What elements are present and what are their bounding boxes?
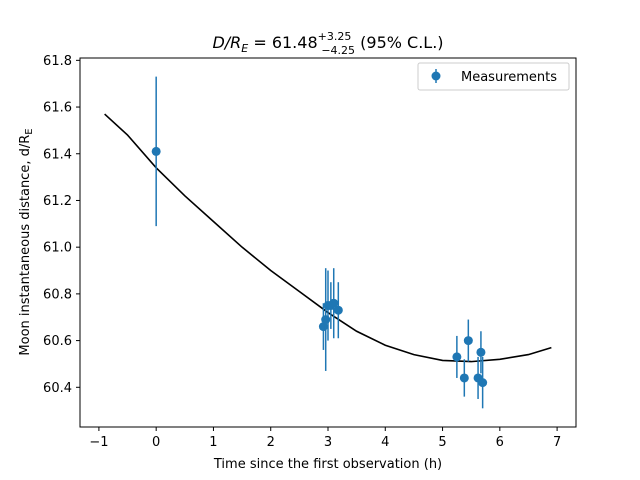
x-axis-label: Time since the first observation (h)	[213, 457, 442, 472]
measurement-point-7	[452, 335, 462, 378]
measurement-point-8	[459, 359, 469, 397]
measurement-point-2	[321, 268, 331, 371]
y-tick-label: 61.0	[43, 241, 72, 256]
plot-area	[79, 57, 577, 428]
y-tick-label: 60.6	[43, 334, 72, 349]
measurement-point-9	[463, 319, 473, 362]
y-tick-label: 61.4	[43, 147, 72, 162]
y-tick-label: 61.6	[43, 101, 72, 116]
x-tick-label: 2	[267, 435, 275, 450]
data-marker	[463, 336, 473, 346]
measurement-point-12	[478, 356, 488, 409]
legend-entry-measurements: Measurements	[461, 70, 557, 85]
x-tick-label: 4	[381, 435, 389, 450]
x-tick-label: 0	[152, 435, 160, 450]
data-marker	[151, 146, 161, 156]
y-axis: 60.4 60.6 60.8 61.0 61.2 61.4 61.6 61.8	[43, 54, 80, 396]
axes-frame	[79, 57, 577, 428]
x-tick-label: 6	[496, 435, 504, 450]
measurement-point-6	[333, 282, 343, 339]
measurement-point-5	[329, 268, 339, 339]
data-marker	[321, 315, 331, 325]
legend-marker	[431, 71, 441, 81]
measurement-point-0	[151, 76, 161, 227]
measurement-point-1	[318, 303, 328, 350]
x-tick-label: 7	[553, 435, 561, 450]
x-tick-label: −1	[89, 435, 108, 450]
measurements-layer	[151, 76, 488, 409]
chart-title: D/RE = 61.48+3.25 −4.25 (95% C.L.)	[212, 30, 443, 57]
x-axis: −1 0 1 2 3 4 5 6 7	[89, 427, 561, 450]
x-tick-label: 5	[438, 435, 446, 450]
measurement-point-11	[476, 331, 486, 374]
x-tick-label: 3	[324, 435, 332, 450]
data-marker	[478, 378, 488, 388]
data-marker	[459, 373, 469, 383]
y-tick-label: 60.4	[43, 381, 72, 396]
data-marker	[329, 298, 339, 308]
x-tick-label: 1	[209, 435, 217, 450]
data-marker	[333, 305, 343, 315]
legend: Measurements	[417, 62, 570, 91]
data-marker	[476, 347, 486, 357]
legend-box	[417, 62, 570, 91]
y-axis-label: Moon instantaneous distance, d/RE	[18, 128, 35, 355]
y-tick-label: 61.8	[43, 54, 72, 69]
y-tick-label: 60.8	[43, 287, 72, 302]
data-marker	[452, 352, 462, 362]
y-tick-label: 61.2	[43, 194, 72, 209]
